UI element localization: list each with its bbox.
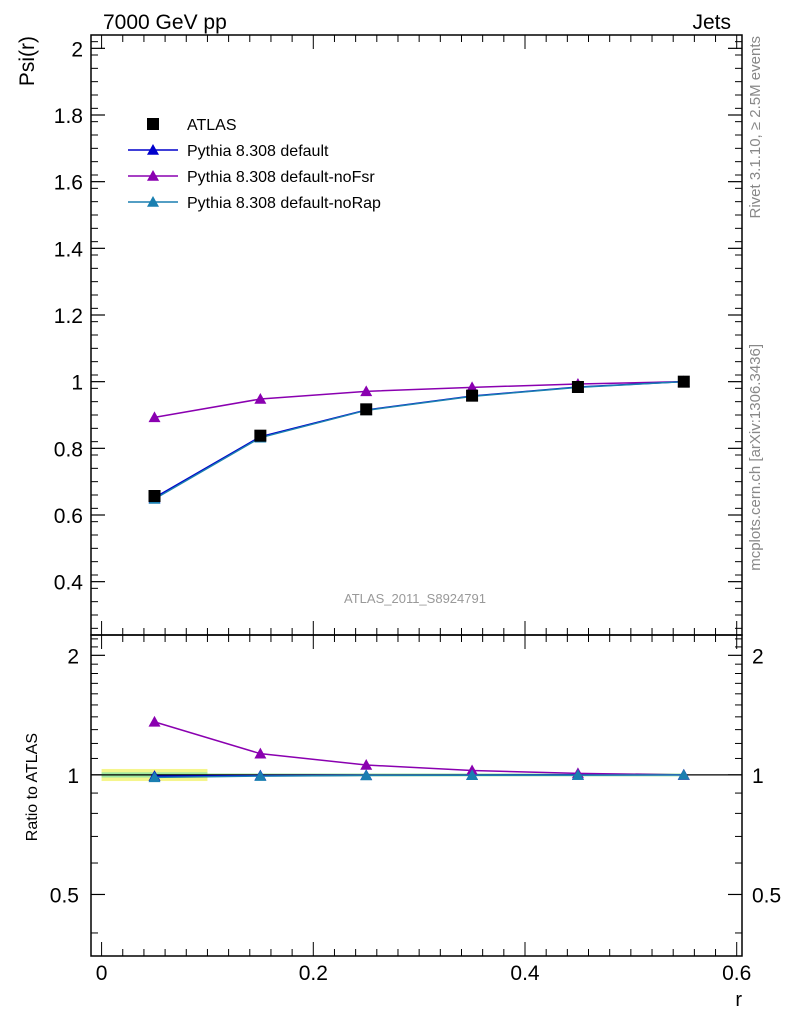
main-y-tick-label: 0.8	[54, 438, 83, 461]
ratio-y-tick-label: 2	[67, 645, 79, 668]
ratio-y-tick-label: 1	[67, 765, 79, 788]
main-y-tick-label: 1.8	[54, 105, 83, 128]
ratio-series	[148, 715, 690, 783]
main-y-tick-label: 2	[71, 38, 83, 61]
main-y-tick-label: 0.6	[54, 505, 83, 528]
x-axis-label: r	[735, 989, 742, 1011]
x-tick-label: 0.4	[510, 962, 540, 985]
series-line	[154, 380, 684, 419]
atlas-data-point	[148, 490, 161, 502]
ratio-y-tick-label-right: 1	[752, 765, 764, 788]
ratio-series-marker	[148, 715, 161, 727]
main-y-tick-label: 1	[71, 372, 83, 395]
series-line	[154, 380, 684, 499]
ratio-y-axis-label: Ratio to ATLAS	[24, 733, 41, 841]
ratio-series-marker	[148, 771, 161, 783]
main-series	[148, 375, 690, 504]
header-left: 7000 GeV pp	[103, 11, 227, 34]
series-marker	[466, 381, 479, 393]
ratio-series-marker	[360, 769, 373, 781]
ratio-y-tick-label: 0.5	[50, 884, 79, 907]
main-y-tick-label: 1.2	[54, 305, 83, 328]
legend-label: Pythia 8.308 default-noRap	[187, 195, 381, 212]
x-tick-label: 0.6	[722, 962, 751, 985]
ratio-series-marker	[571, 769, 584, 780]
legend-label: Pythia 8.308 default	[187, 143, 329, 160]
series-marker	[360, 385, 373, 397]
legend-marker	[147, 170, 159, 181]
series-marker	[148, 411, 161, 423]
atlas-data-point	[254, 429, 267, 442]
ratio-series-marker	[360, 759, 373, 770]
rivet-version-label: Rivet 3.1.10, ≥ 2.5M events	[747, 36, 764, 219]
analysis-watermark: ATLAS_2011_S8924791	[344, 591, 486, 606]
legend-marker	[147, 196, 159, 207]
ratio-y-axis-ticks: 0.5 0.5 1 1 2 2	[50, 638, 781, 934]
atlas-data-point	[571, 381, 584, 393]
series-marker	[254, 393, 267, 404]
ratio-panel-frame	[90, 634, 743, 957]
atlas-data-point	[466, 389, 479, 402]
main-y-axis-ticks: 0.4 0.6 0.8 1 1.2 1.4 1.6 1.8 2	[54, 38, 742, 629]
ratio-y-tick-label-right: 0.5	[752, 884, 781, 907]
x-tick-label: 0.2	[299, 962, 328, 985]
main-y-tick-label: 0.4	[54, 572, 84, 595]
ratio-series-line	[154, 774, 684, 779]
legend: ATLAS Pythia 8.308 default Pythia 8.308 de…	[128, 117, 381, 212]
legend-label: Pythia 8.308 default-noFsr	[187, 169, 375, 186]
main-y-tick-label: 1.6	[54, 172, 83, 195]
ratio-series-marker	[254, 770, 267, 781]
atlas-data-point	[677, 375, 690, 388]
ratio-series-marker	[677, 768, 690, 780]
x-axis-ticks: 0 0.2 0.4 0.6	[96, 35, 751, 985]
ratio-series-line	[154, 721, 684, 776]
header-right: Jets	[692, 11, 731, 34]
x-tick-label: 0	[96, 962, 108, 985]
legend-marker	[147, 144, 159, 155]
main-y-axis-label: Psi(r)	[16, 36, 39, 86]
legend-marker-atlas	[147, 118, 159, 130]
ratio-series-marker	[466, 769, 479, 781]
legend-label: ATLAS	[187, 117, 237, 134]
ratio-y-tick-label-right: 2	[752, 645, 764, 668]
series-line	[154, 380, 684, 500]
main-y-tick-label: 1.4	[54, 238, 84, 261]
atlas-data-point	[360, 403, 373, 416]
ratio-series-marker	[254, 747, 267, 759]
mcplots-reference-label: mcplots.cern.ch [arXiv:1306.3436]	[747, 344, 764, 571]
